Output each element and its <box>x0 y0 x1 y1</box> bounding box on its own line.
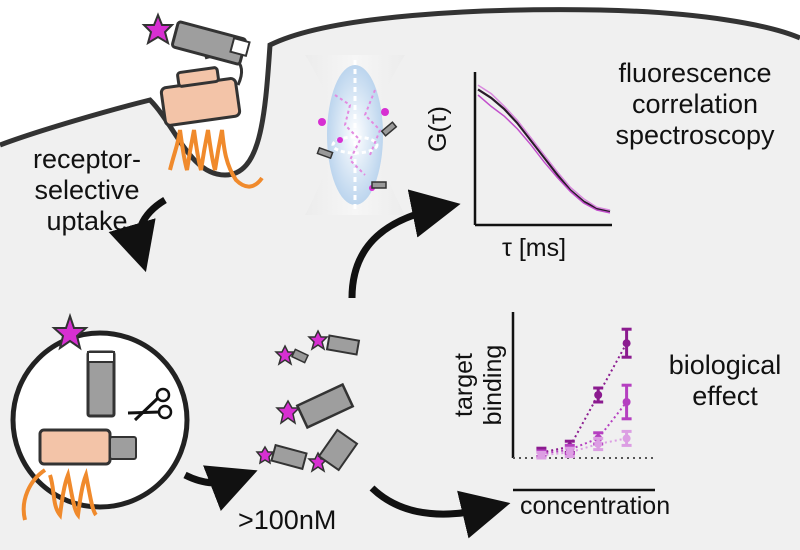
concentration-note: >100nM <box>238 505 337 535</box>
arrow-to-fcs <box>348 189 461 299</box>
fcs-series-line-3 <box>477 84 611 211</box>
cell-interior <box>0 9 800 550</box>
fcs-curves <box>477 84 611 214</box>
fcs-axes <box>473 72 612 227</box>
fcs-line-2: correlation <box>631 89 759 120</box>
bio-data-point <box>537 451 546 460</box>
fcs-label: fluorescence correlation spectroscopy <box>600 58 790 151</box>
fcs-line-3: spectroscopy <box>615 120 775 151</box>
cell-membrane <box>0 7 800 178</box>
uptake-line-2: selective <box>34 175 140 206</box>
arrow-release <box>183 465 258 511</box>
uptake-line-3: uptake <box>46 206 128 237</box>
fcs-series-line-2 <box>477 94 611 214</box>
arrow-uptake <box>108 196 167 273</box>
bio-data-point <box>565 448 574 457</box>
endosome <box>10 312 190 521</box>
bio-data-point <box>622 398 631 406</box>
bio-points <box>536 327 632 460</box>
bio-y-line-1: target <box>450 353 478 417</box>
bio-y-axis-label: target binding <box>450 310 508 460</box>
bio-axes <box>511 312 655 492</box>
uptake-line-1: receptor- <box>32 144 142 174</box>
released-conjugates <box>255 329 361 473</box>
bio-data-point <box>594 391 603 399</box>
bio-data-point <box>594 440 603 448</box>
bio-effect-line-2: effect <box>692 381 758 412</box>
bio-effect-line-1: biological <box>668 350 782 380</box>
uptake-label: receptor- selective uptake <box>18 144 156 237</box>
arrow-to-bio <box>369 485 511 539</box>
bio-x-axis-label: concentration <box>520 492 671 520</box>
fcs-y-axis-label: G(τ) <box>424 106 452 152</box>
bio-effect-label: biological effect <box>660 350 790 412</box>
fcs-line-1: fluorescence <box>618 58 772 88</box>
focal-volume <box>305 55 405 215</box>
dye-star-top <box>141 12 175 46</box>
bio-y-line-2: binding <box>478 344 507 426</box>
receptor-coil-top <box>168 129 264 189</box>
fcs-x-axis-label: τ [ms] <box>502 234 567 262</box>
fcs-series-line-1 <box>477 88 611 213</box>
receptor-cargo-top <box>159 53 244 127</box>
conjugate-top <box>171 20 251 66</box>
bio-data-point <box>622 434 631 443</box>
bio-data-point <box>622 339 631 348</box>
